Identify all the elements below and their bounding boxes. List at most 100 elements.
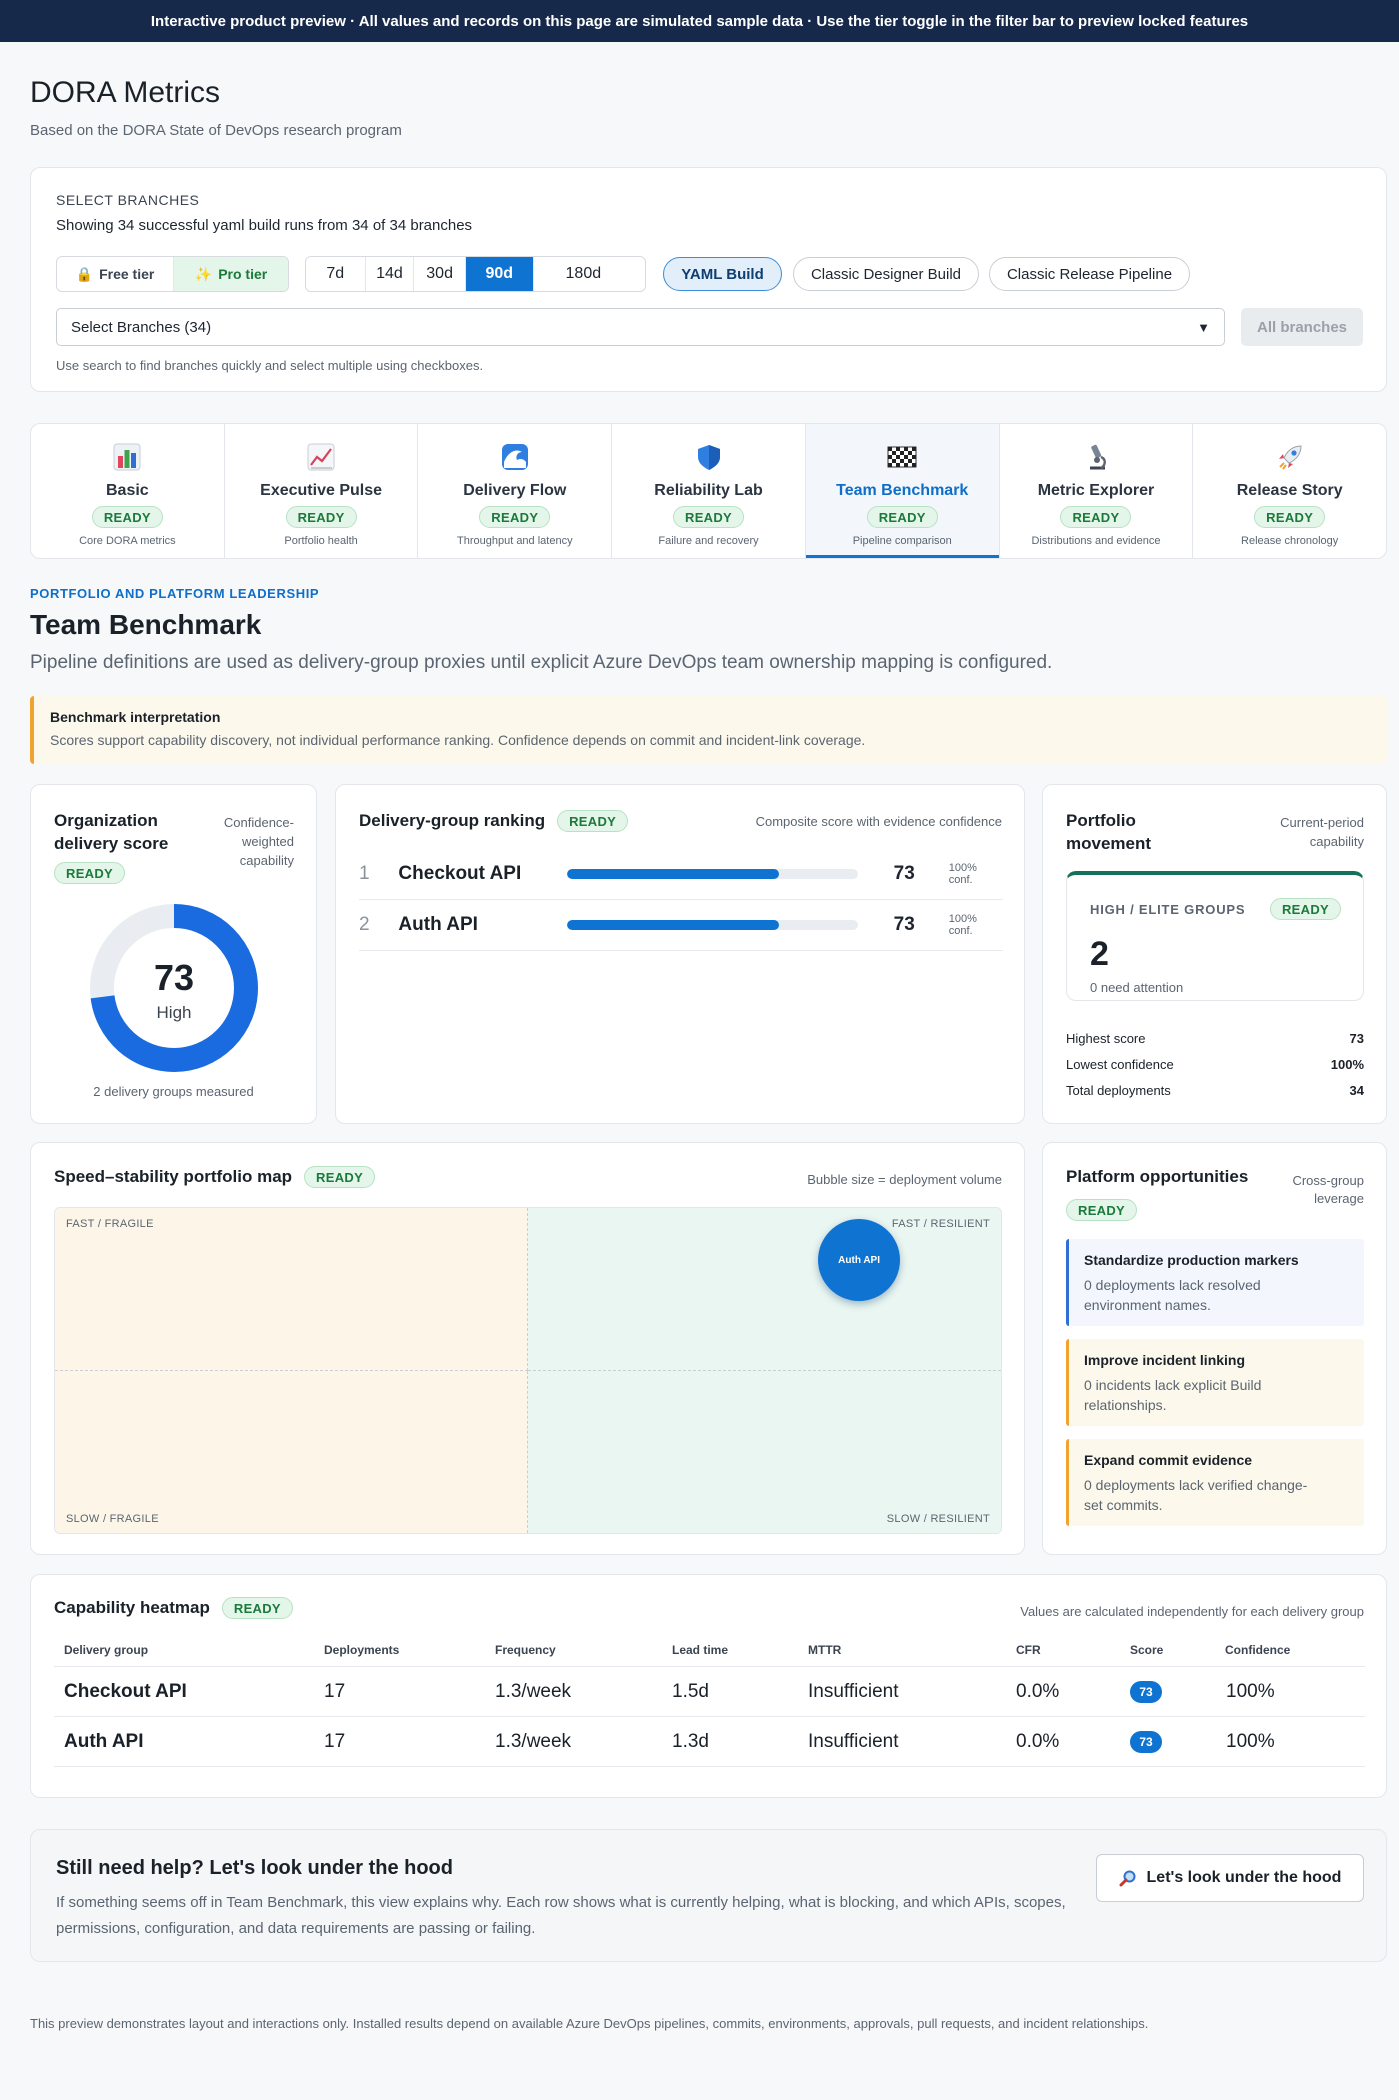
status-badge: READY: [866, 506, 938, 528]
shield-icon: [692, 440, 726, 474]
tab-label: Team Benchmark: [836, 482, 969, 499]
tab-metric-explorer[interactable]: Metric Explorer READY Distributions and …: [1000, 424, 1194, 558]
help-body: If something seems off in Team Benchmark…: [56, 1894, 1066, 1937]
portfolio-map-card: Speed–stability portfolio map READY Bubb…: [30, 1142, 1025, 1555]
frequency-cell: 1.3/week: [495, 1680, 572, 1702]
tab-description: Pipeline comparison: [852, 535, 952, 547]
classic-designer-build-pill[interactable]: Classic Designer Build: [793, 257, 979, 291]
range-180d[interactable]: 180d: [565, 265, 602, 282]
ranking-row[interactable]: 2 Auth API 73 100% conf.: [359, 900, 1003, 951]
bar-chart-icon: [110, 440, 144, 474]
pro-tier-option[interactable]: ✨ Pro tier: [173, 257, 288, 291]
status-badge: READY: [479, 506, 551, 528]
stat-row: Total deployments 34: [1066, 1083, 1364, 1098]
score-donut: 73 High: [90, 904, 258, 1072]
confidence-cell: 100%: [1226, 1730, 1275, 1752]
tab-label: Basic: [106, 482, 149, 499]
mttr-cell: Insufficient: [808, 1680, 899, 1702]
callout-title: Benchmark interpretation: [50, 709, 221, 725]
tab-basic[interactable]: Basic READY Core DORA metrics: [31, 424, 225, 558]
free-tier-label: Free tier: [99, 266, 155, 282]
quadrant-slow-fragile: SLOW / FRAGILE: [55, 1370, 528, 1533]
tab-reliability-lab[interactable]: Reliability Lab READY Failure and recove…: [612, 424, 806, 558]
status-badge: READY: [1254, 506, 1326, 528]
tab-team-benchmark[interactable]: Team Benchmark READY Pipeline comparison: [805, 424, 1000, 558]
platform-opportunities-card: Platform opportunities Cross-group lever…: [1042, 1142, 1387, 1555]
portfolio-movement-card: Portfolio movement Current-period capabi…: [1042, 784, 1387, 1124]
card-title: Capability heatmap: [54, 1598, 210, 1617]
stat-row: Highest score 73: [1066, 1031, 1364, 1046]
tab-executive-pulse[interactable]: Executive Pulse READY Portfolio health: [225, 424, 419, 558]
free-tier-option[interactable]: 🔒 Free tier: [57, 257, 174, 291]
heatmap-table: Delivery group Deployments Frequency Lea…: [54, 1633, 1365, 1767]
range-7d[interactable]: 7d: [306, 257, 366, 291]
column-header: CFR: [1016, 1642, 1041, 1657]
opportunity-item: Improve incident linking 0 incidents lac…: [1066, 1339, 1364, 1426]
all-branches-button[interactable]: All branches: [1241, 308, 1363, 346]
yaml-build-pill[interactable]: YAML Build: [663, 257, 782, 291]
opportunity-body: 0 deployments lack resolved environment …: [1084, 1277, 1261, 1313]
column-header: Lead time: [672, 1642, 729, 1657]
section-subtitle: Pipeline definitions are used as deliver…: [30, 652, 1053, 673]
score-bar-fill: [566, 920, 780, 930]
card-title: Portfolio movement: [1066, 811, 1152, 853]
range-14d[interactable]: 14d: [366, 257, 415, 291]
stat-label: Total deployments: [1066, 1083, 1171, 1098]
score-pill: 73: [1130, 1680, 1162, 1703]
tab-label: Release Story: [1236, 482, 1343, 499]
groups-measured: 2 delivery groups measured: [93, 1084, 254, 1099]
status-badge: READY: [1066, 1199, 1138, 1221]
donut-progress: [90, 904, 258, 1072]
group-confidence: 100% conf.: [948, 913, 977, 937]
stat-value: 34: [1349, 1083, 1364, 1098]
score-pill: 73: [1130, 1730, 1162, 1753]
classic-release-pipeline-pill[interactable]: Classic Release Pipeline: [989, 257, 1190, 291]
status-badge: READY: [304, 1166, 376, 1188]
table-row[interactable]: Auth API 17 1.3/week 1.3d Insufficient 0…: [54, 1717, 1365, 1767]
group-bubble[interactable]: Auth API: [818, 1219, 901, 1301]
deployments-cell: 17: [324, 1730, 346, 1752]
tab-release-story[interactable]: Release Story READY Release chronology: [1193, 424, 1386, 558]
quadrant-label: FAST / FRAGILE: [66, 1218, 154, 1230]
range-90d[interactable]: 90d: [465, 257, 534, 291]
section-eyebrow: PORTFOLIO AND PLATFORM LEADERSHIP: [30, 586, 320, 601]
box-label: HIGH / ELITE GROUPS: [1090, 902, 1246, 917]
quadrant-label: SLOW / FRAGILE: [66, 1513, 159, 1525]
quadrant-fast-fragile: FAST / FRAGILE: [55, 1208, 528, 1371]
checkered-flag-icon: [885, 440, 919, 474]
rank-number: 1: [359, 863, 370, 884]
lock-icon: 🔒: [75, 265, 94, 282]
status-badge: READY: [557, 810, 629, 832]
group-name: Checkout API: [398, 863, 522, 884]
ranking-row[interactable]: 1 Checkout API 73 100% conf.: [359, 849, 1003, 900]
opportunity-title: Improve incident linking: [1084, 1352, 1246, 1368]
high-elite-groups-box: HIGH / ELITE GROUPS READY 2 0 need atten…: [1066, 871, 1364, 1001]
branch-select[interactable]: Select Branches (34) ▼: [56, 308, 1225, 346]
stat-value: 73: [1349, 1031, 1364, 1046]
preview-banner: Interactive product preview · All values…: [0, 0, 1399, 42]
wave-icon: [498, 440, 532, 474]
card-meta: Values are calculated independently for …: [1020, 1604, 1364, 1619]
opportunity-item: Standardize production markers 0 deploym…: [1066, 1239, 1364, 1326]
column-header: Frequency: [495, 1642, 556, 1657]
box-value: 2: [1090, 935, 1109, 973]
range-30d[interactable]: 30d: [414, 257, 466, 291]
tab-delivery-flow[interactable]: Delivery Flow READY Throughput and laten…: [418, 424, 613, 558]
mttr-cell: Insufficient: [808, 1730, 899, 1752]
tab-label: Metric Explorer: [1037, 482, 1155, 499]
card-title: Speed–stability portfolio map: [54, 1167, 293, 1186]
opportunity-title: Expand commit evidence: [1084, 1452, 1253, 1468]
look-under-hood-button[interactable]: Let's look under the hood: [1096, 1854, 1364, 1902]
score-bar-fill: [566, 869, 780, 879]
tab-description: Failure and recovery: [658, 535, 759, 547]
organization-score-card: Organization delivery score Confidence-w…: [30, 784, 317, 1124]
rocket-icon: [1273, 440, 1307, 474]
card-meta: Bubble size = deployment volume: [807, 1172, 1002, 1187]
opportunity-item: Expand commit evidence 0 deployments lac…: [1066, 1439, 1364, 1526]
rank-number: 2: [359, 914, 370, 935]
column-header: Deployments: [324, 1642, 400, 1657]
table-row[interactable]: Checkout API 17 1.3/week 1.5d Insufficie…: [54, 1667, 1365, 1717]
sparkle-icon: ✨: [194, 265, 213, 282]
page-title: DORA Metrics: [30, 76, 221, 109]
microscope-icon: [1079, 440, 1113, 474]
